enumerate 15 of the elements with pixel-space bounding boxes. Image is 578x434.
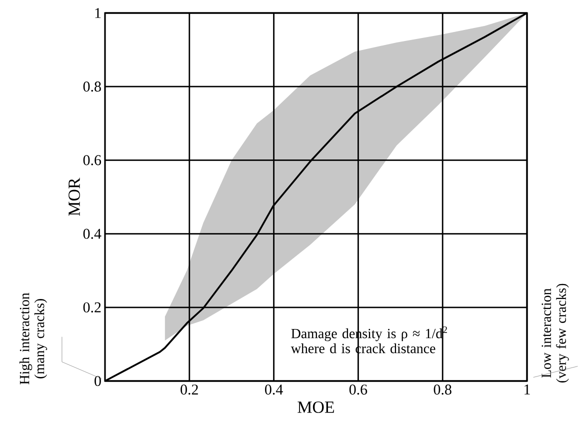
- y-tick-label: 0: [94, 376, 101, 386]
- x-tick-label: 0.6: [349, 384, 368, 395]
- y-tick-label: 0.2: [83, 302, 101, 312]
- x-tick-label: 0.4: [265, 384, 283, 395]
- text: High interaction (many cracks): [19, 292, 48, 384]
- text: Low interaction (very few cracks): [542, 284, 569, 382]
- y-tick-label: 0.6: [83, 155, 102, 166]
- x-tick-label: 0.8: [434, 384, 452, 395]
- x-tick-label: 0.2: [180, 384, 198, 395]
- y-tick-label: 0.8: [83, 82, 101, 92]
- y-tick-label: 0.4: [83, 228, 102, 239]
- x-tick-label: 1: [524, 384, 530, 394]
- y-tick-label: 1: [95, 8, 101, 18]
- y-axis-title: MOR: [68, 178, 80, 216]
- x-axis-title: MOE: [298, 402, 334, 413]
